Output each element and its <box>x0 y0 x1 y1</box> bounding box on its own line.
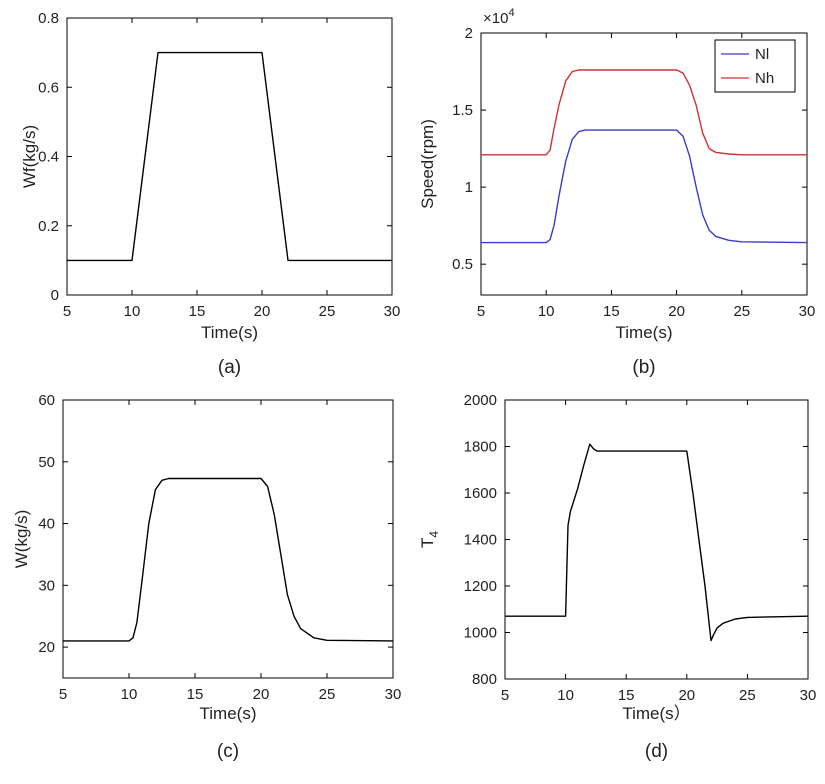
plot-frame <box>480 32 808 296</box>
x-tick-label: 25 <box>319 686 336 703</box>
y-tick-label: 1 <box>465 179 473 196</box>
y-tick-label: 50 <box>38 454 55 471</box>
x-axis-label: Time(s) <box>201 323 258 342</box>
x-axis-label: Time(s) <box>616 323 673 342</box>
x-tick-label: 25 <box>739 687 756 704</box>
legend-label-nl: Nl <box>755 46 769 63</box>
x-tick-label: 20 <box>254 303 271 320</box>
x-tick-label: 15 <box>189 303 206 320</box>
plot-frame <box>62 399 394 679</box>
x-tick-label: 5 <box>501 687 509 704</box>
y-axis-label: T4 <box>418 531 441 548</box>
y-tick-label: 1.5 <box>452 102 473 119</box>
panel-d: 800 1000 1200 1400 1600 1800 2000 5 10 1… <box>418 392 816 762</box>
y-tick-label: 0.2 <box>38 218 59 235</box>
series-line-nl <box>481 129 808 244</box>
panel-c: 20 30 40 50 60 5 10 15 20 25 30 Time(s) … <box>12 392 401 762</box>
series-line-t4 <box>505 443 809 642</box>
y-axis-label-main: T <box>418 538 437 548</box>
y-tick-label: 0.4 <box>38 149 59 166</box>
x-tick-label: 10 <box>124 303 141 320</box>
legend-label-nh: Nh <box>755 70 774 87</box>
y-axis-label: W(kg/s) <box>12 510 31 569</box>
series-line-wf <box>67 51 392 262</box>
x-tick-label: 10 <box>538 303 555 320</box>
y-axis-label-subscript: 4 <box>427 531 441 538</box>
y-tick-label: 20 <box>38 639 55 656</box>
x-tick-label: 30 <box>800 687 817 704</box>
x-tick-label: 25 <box>733 303 750 320</box>
y-tick-label: 60 <box>38 392 55 409</box>
x-tick-label: 15 <box>603 303 620 320</box>
y-axis-label: Speed(rpm) <box>418 119 437 209</box>
panel-b: 0.5 1 1.5 2 5 10 15 20 25 30 ×104 Time(s… <box>418 7 815 378</box>
y-tick-label: 1600 <box>464 485 497 502</box>
panel-caption: (a) <box>218 357 241 378</box>
y-tick-label: 1400 <box>464 532 497 549</box>
x-tick-label: 15 <box>618 687 635 704</box>
x-tick-label: 30 <box>385 686 402 703</box>
exponent-base: ×10 <box>483 10 508 27</box>
x-tick-label: 10 <box>557 687 574 704</box>
y-tick-label: 0 <box>51 287 59 304</box>
y-axis-label: Wf(kg/s) <box>20 125 39 188</box>
y-tick-label: 1200 <box>464 578 497 595</box>
y-tick-label: 0.8 <box>38 10 59 27</box>
y-tick-label: 0.5 <box>452 256 473 273</box>
x-tick-label: 20 <box>668 303 685 320</box>
plot-frame <box>504 399 809 680</box>
y-tick-label: 1000 <box>464 625 497 642</box>
y-tick-label: 2 <box>465 25 473 42</box>
y-tick-label: 0.6 <box>38 79 59 96</box>
series-line-nh <box>481 69 807 156</box>
x-axis-label: Time(s） <box>622 704 690 723</box>
x-tick-label: 10 <box>121 686 138 703</box>
panel-a: 0 0.2 0.4 0.6 0.8 5 10 15 20 25 30 Time(… <box>20 10 400 378</box>
y-tick-label: 30 <box>38 577 55 594</box>
plot-frame <box>66 17 393 296</box>
legend-box <box>714 39 796 93</box>
x-tick-label: 30 <box>384 303 401 320</box>
x-tick-label: 25 <box>319 303 336 320</box>
panel-caption: (d) <box>645 741 668 762</box>
series-line-w <box>63 477 394 642</box>
y-tick-label: 40 <box>38 516 55 533</box>
x-tick-label: 20 <box>678 687 695 704</box>
x-axis-label: Time(s) <box>200 704 257 723</box>
exponent-power: 4 <box>508 7 514 19</box>
y-tick-label: 2000 <box>464 392 497 409</box>
y-tick-label: 800 <box>472 671 497 688</box>
x-tick-label: 30 <box>799 303 816 320</box>
x-tick-label: 20 <box>253 686 270 703</box>
x-tick-label: 15 <box>187 686 204 703</box>
x-tick-label: 5 <box>59 686 67 703</box>
y-axis-exponent: ×104 <box>483 7 515 27</box>
panel-caption: (c) <box>217 741 239 762</box>
x-tick-label: 5 <box>477 303 485 320</box>
panel-caption: (b) <box>632 357 655 378</box>
x-tick-label: 5 <box>63 303 71 320</box>
y-tick-label: 1800 <box>464 439 497 456</box>
legend: Nl Nh <box>714 39 796 93</box>
